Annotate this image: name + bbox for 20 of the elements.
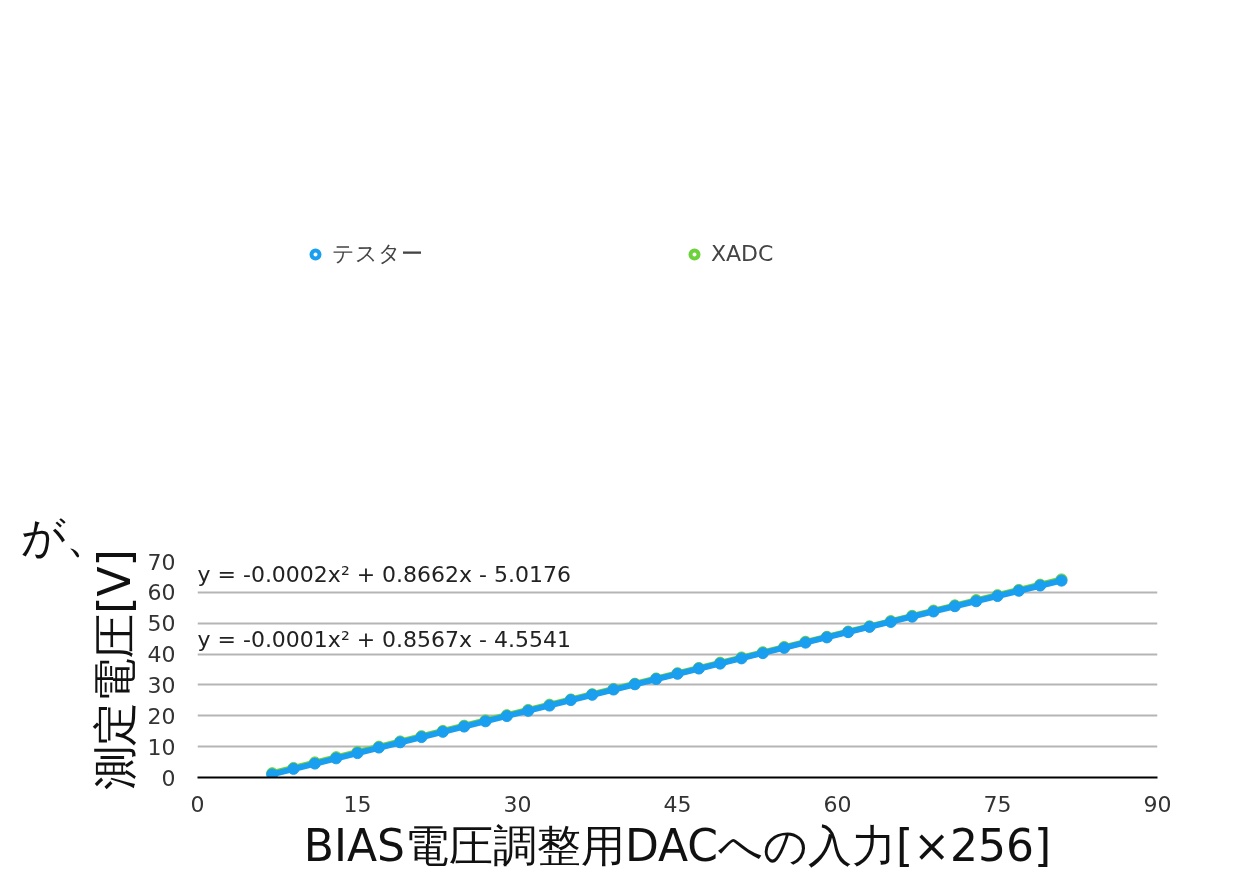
x-tick-label: 30 [503,791,532,817]
y-tick-label: 10 [147,734,176,760]
y-tick-label: 60 [147,580,176,606]
y-tick-label: 0 [161,765,176,791]
legend-label: テスター [332,240,424,268]
x-tick-label: 90 [1143,791,1172,817]
x-tick-label: 45 [663,791,692,817]
y-tick-label: 40 [147,642,176,668]
x-tick-label: 15 [343,791,372,817]
annotation: y = -0.0002x² + 0.8662x - 5.0176 [197,562,572,587]
x-axis-title: BIAS電圧調整用DACへの入力[×256] [303,819,1052,871]
y-tick-label: 20 [147,703,176,729]
y-tick-label: 50 [147,611,176,637]
x-tick-label: 0 [190,791,205,817]
x-tick-label: 75 [983,791,1012,817]
legend-label: XADC [711,241,775,267]
y-tick-label: 30 [147,672,176,698]
y-tick-label: 70 [147,549,176,575]
annotation: y = -0.0001x² + 0.8567x - 4.5541 [197,627,572,652]
x-tick-label: 60 [823,791,852,817]
